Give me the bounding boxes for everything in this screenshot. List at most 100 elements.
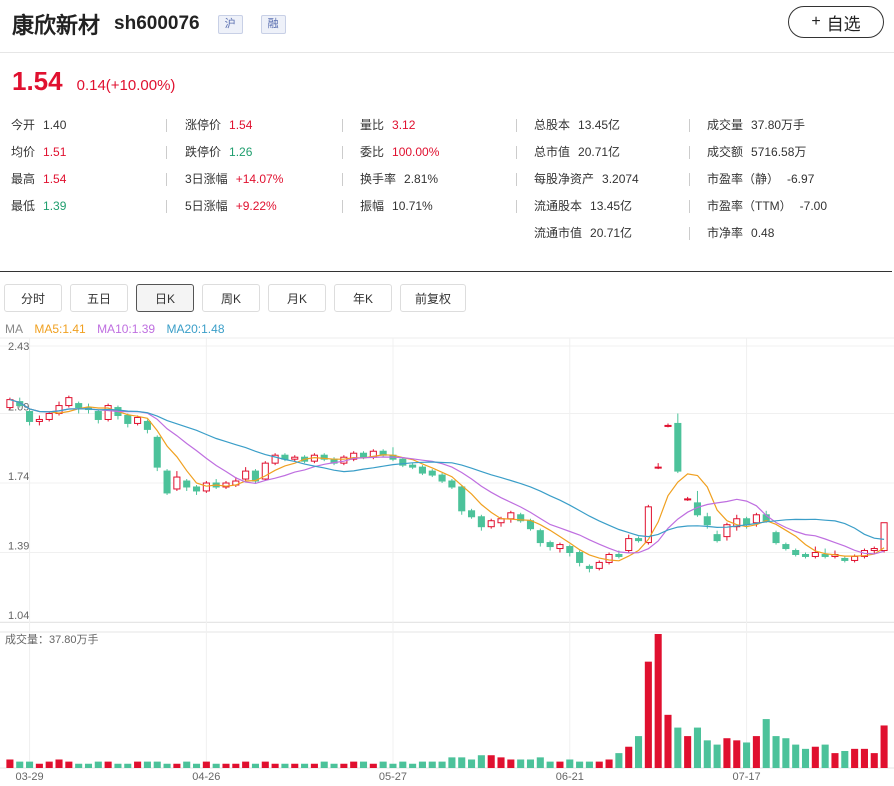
stat-label: 成交量 <box>707 118 744 132</box>
y-tick-label: 1.39 <box>8 541 29 553</box>
candle-body <box>94 411 102 420</box>
add-watchlist-label: 自选 <box>826 14 861 34</box>
tab-1[interactable]: 五日 <box>70 284 128 312</box>
volume-bar <box>183 761 191 768</box>
volume-bar <box>733 740 741 768</box>
stat-value: 3.2074 <box>602 172 639 186</box>
stat-label: 流通股本 <box>534 199 583 213</box>
candle-body <box>153 436 161 468</box>
candle-body <box>733 518 741 528</box>
volume-bar <box>26 761 34 768</box>
volume-bar <box>104 761 112 768</box>
stat-value: 20.71亿 <box>578 145 621 159</box>
candle-body <box>801 553 810 557</box>
volume-bar <box>438 761 446 768</box>
volume-bar <box>487 755 495 768</box>
x-tick-label: 03-29 <box>15 771 43 783</box>
candle-body <box>35 418 43 422</box>
stat-value: 13.45亿 <box>578 118 621 132</box>
stat-item: 3日涨幅 +14.07% <box>185 170 283 188</box>
stat-label: 市净率 <box>707 226 744 240</box>
stat-label: 流通市值 <box>534 226 583 240</box>
candle-body <box>487 520 495 528</box>
stat-separator <box>516 119 517 132</box>
stat-value: -7.00 <box>799 199 828 213</box>
candle-body <box>448 480 456 488</box>
stat-item: 均价 1.51 <box>11 143 66 161</box>
volume-bar <box>674 727 682 768</box>
candle-body <box>261 462 269 480</box>
tab-2[interactable]: 日K <box>136 284 194 312</box>
stat-label: 总市值 <box>534 145 571 159</box>
volume-bar <box>222 763 230 768</box>
volume-bar <box>801 748 810 768</box>
volume-bar <box>75 763 83 768</box>
volume-bar <box>605 759 613 768</box>
stat-label: 最高 <box>11 172 36 186</box>
stat-item: 每股净资产 3.2074 <box>534 170 639 188</box>
volume-bar <box>173 763 181 768</box>
candle-body <box>75 403 83 409</box>
candle-body <box>45 413 53 420</box>
stat-value: +9.22% <box>235 199 277 213</box>
stat-label: 每股净资产 <box>534 172 595 186</box>
volume-bar <box>458 757 466 768</box>
volume-bar <box>202 761 210 768</box>
stat-value: 100.00% <box>392 145 440 159</box>
volume-bar <box>634 736 643 768</box>
candle-body <box>65 397 73 407</box>
candle-body <box>26 411 34 422</box>
stat-item: 流通市值 20.71亿 <box>534 224 632 242</box>
stat-value: 20.71亿 <box>590 226 633 240</box>
stat-separator <box>166 146 167 159</box>
tab-6[interactable]: 前复权 <box>400 284 466 312</box>
volume-bar <box>546 761 554 768</box>
volume-bar <box>468 759 476 768</box>
x-tick-label: 07-17 <box>733 771 761 783</box>
stat-separator <box>689 146 690 159</box>
volume-bar <box>556 761 564 768</box>
tab-0[interactable]: 分时 <box>4 284 62 312</box>
stat-value: 1.54 <box>229 118 253 132</box>
stat-separator <box>342 173 343 186</box>
stat-separator <box>689 119 690 132</box>
volume-bar <box>340 763 348 768</box>
ma5-line <box>9 399 885 562</box>
volume-bar <box>595 761 603 768</box>
candle-body <box>752 514 760 524</box>
stat-item: 委比 100.00% <box>360 143 439 161</box>
ma5-label: MA5:1.41 <box>34 322 86 336</box>
stat-separator <box>516 146 517 159</box>
volume-bar <box>782 738 790 768</box>
volume-bar <box>517 759 525 768</box>
chart-tabs: 分时 五日 日K 周K 月K 年K 前复权 <box>4 284 474 312</box>
volume-bar <box>350 761 358 768</box>
tab-4[interactable]: 月K <box>268 284 326 312</box>
candle-body <box>625 538 633 552</box>
stat-separator <box>342 200 343 213</box>
volume-bar <box>55 759 63 768</box>
volume-bar <box>576 761 584 768</box>
candle-body <box>104 405 112 420</box>
stat-item: 今开 1.40 <box>11 116 66 134</box>
stat-separator <box>342 119 343 132</box>
volume-bar <box>526 759 535 768</box>
tab-5[interactable]: 年K <box>334 284 392 312</box>
volume-bar <box>271 763 279 768</box>
tab-3[interactable]: 周K <box>202 284 260 312</box>
volume-bar <box>212 763 220 768</box>
stat-label: 今开 <box>11 118 36 132</box>
volume-bar <box>831 753 839 768</box>
x-tick-label: 06-21 <box>556 771 584 783</box>
quote-row: 1.54 0.14(+10.00%) <box>12 66 175 97</box>
volume-bar <box>860 748 868 768</box>
divider <box>0 52 894 53</box>
add-watchlist-button[interactable]: + 自选 <box>788 6 884 38</box>
candle-body <box>468 510 476 518</box>
volume-bar <box>124 763 132 768</box>
candle-body <box>615 553 623 557</box>
candle-body <box>880 522 888 552</box>
volume-bar <box>281 763 289 768</box>
volume-bar <box>232 763 240 768</box>
